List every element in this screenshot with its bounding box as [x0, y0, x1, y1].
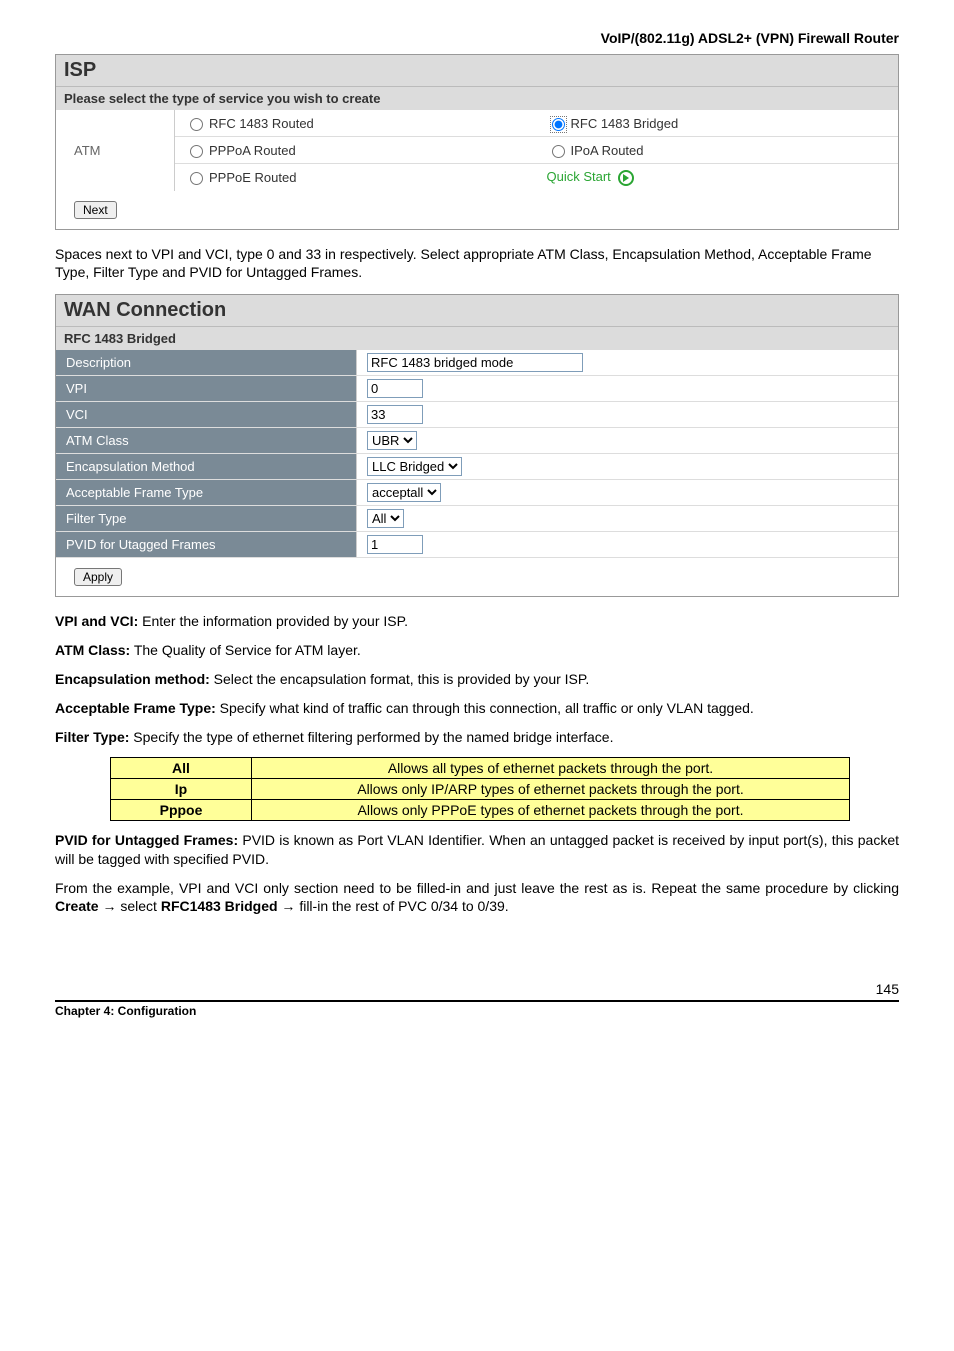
filter-head-pppoe: Pppoe: [111, 799, 252, 820]
def-filter: Filter Type: Specify the type of etherne…: [55, 728, 899, 747]
select-atm-class[interactable]: UBR: [367, 431, 417, 450]
label-pvid: PVID for Utagged Frames: [56, 532, 357, 557]
label-vci: VCI: [56, 402, 357, 427]
def-vpi-vci: VPI and VCI: Enter the information provi…: [55, 612, 899, 631]
doc-header: VoIP/(802.11g) ADSL2+ (VPN) Firewall Rou…: [55, 30, 899, 46]
apply-button[interactable]: Apply: [74, 568, 122, 586]
label-encap: Encapsulation Method: [56, 454, 357, 479]
input-description[interactable]: [367, 353, 583, 372]
wan-subtitle: RFC 1483 Bridged: [56, 326, 898, 350]
wan-panel: WAN Connection RFC 1483 Bridged Descript…: [55, 294, 899, 597]
label-filter: Filter Type: [56, 506, 357, 531]
page-number: 145: [55, 981, 899, 997]
isp-title: ISP: [56, 55, 898, 86]
filter-val-pppoe: Allows only PPPoE types of ethernet pack…: [252, 799, 850, 820]
select-filter[interactable]: All: [367, 509, 404, 528]
label-pppoe: PPPoE Routed: [209, 170, 296, 185]
next-button[interactable]: Next: [74, 201, 117, 219]
label-rfc-routed: RFC 1483 Routed: [209, 116, 314, 131]
table-row: All Allows all types of ethernet packets…: [111, 757, 850, 778]
example-para: From the example, VPI and VCI only secti…: [55, 879, 899, 917]
input-vci[interactable]: [367, 405, 423, 424]
label-description: Description: [56, 350, 357, 375]
def-pvid: PVID for Untagged Frames: PVID is known …: [55, 831, 899, 869]
label-ipoa: IPoA Routed: [571, 143, 644, 158]
play-icon: [618, 170, 634, 186]
quick-start-label: Quick Start: [547, 169, 611, 184]
def-encap: Encapsulation method: Select the encapsu…: [55, 670, 899, 689]
select-frame[interactable]: acceptall: [367, 483, 441, 502]
def-frame: Acceptable Frame Type: Specify what kind…: [55, 699, 899, 718]
filter-type-table: All Allows all types of ethernet packets…: [110, 757, 850, 821]
table-row: Pppoe Allows only PPPoE types of etherne…: [111, 799, 850, 820]
filter-val-all: Allows all types of ethernet packets thr…: [252, 757, 850, 778]
input-vpi[interactable]: [367, 379, 423, 398]
isp-subtitle: Please select the type of service you wi…: [56, 86, 898, 110]
wan-title: WAN Connection: [56, 295, 898, 326]
radio-rfc-routed[interactable]: [190, 118, 203, 131]
radio-ipoa[interactable]: [552, 145, 565, 158]
instruction-para-1: Spaces next to VPI and VCI, type 0 and 3…: [55, 245, 899, 283]
label-rfc-bridged: RFC 1483 Bridged: [571, 116, 679, 131]
def-atm: ATM Class: The Quality of Service for AT…: [55, 641, 899, 660]
label-vpi: VPI: [56, 376, 357, 401]
quick-start-link[interactable]: Quick Start: [547, 169, 635, 186]
label-pppoa: PPPoA Routed: [209, 143, 296, 158]
select-encap[interactable]: LLC Bridged: [367, 457, 462, 476]
table-row: Ip Allows only IP/ARP types of ethernet …: [111, 778, 850, 799]
footer-chapter: Chapter 4: Configuration: [55, 1004, 196, 1018]
isp-atm-label: ATM: [56, 110, 175, 191]
radio-rfc-bridged[interactable]: [552, 118, 565, 131]
isp-panel: ISP Please select the type of service yo…: [55, 54, 899, 230]
filter-val-ip: Allows only IP/ARP types of ethernet pac…: [252, 778, 850, 799]
input-pvid[interactable]: [367, 535, 423, 554]
label-atm-class: ATM Class: [56, 428, 357, 453]
filter-head-ip: Ip: [111, 778, 252, 799]
radio-pppoa[interactable]: [190, 145, 203, 158]
filter-head-all: All: [111, 757, 252, 778]
label-frame: Acceptable Frame Type: [56, 480, 357, 505]
radio-pppoe[interactable]: [190, 172, 203, 185]
